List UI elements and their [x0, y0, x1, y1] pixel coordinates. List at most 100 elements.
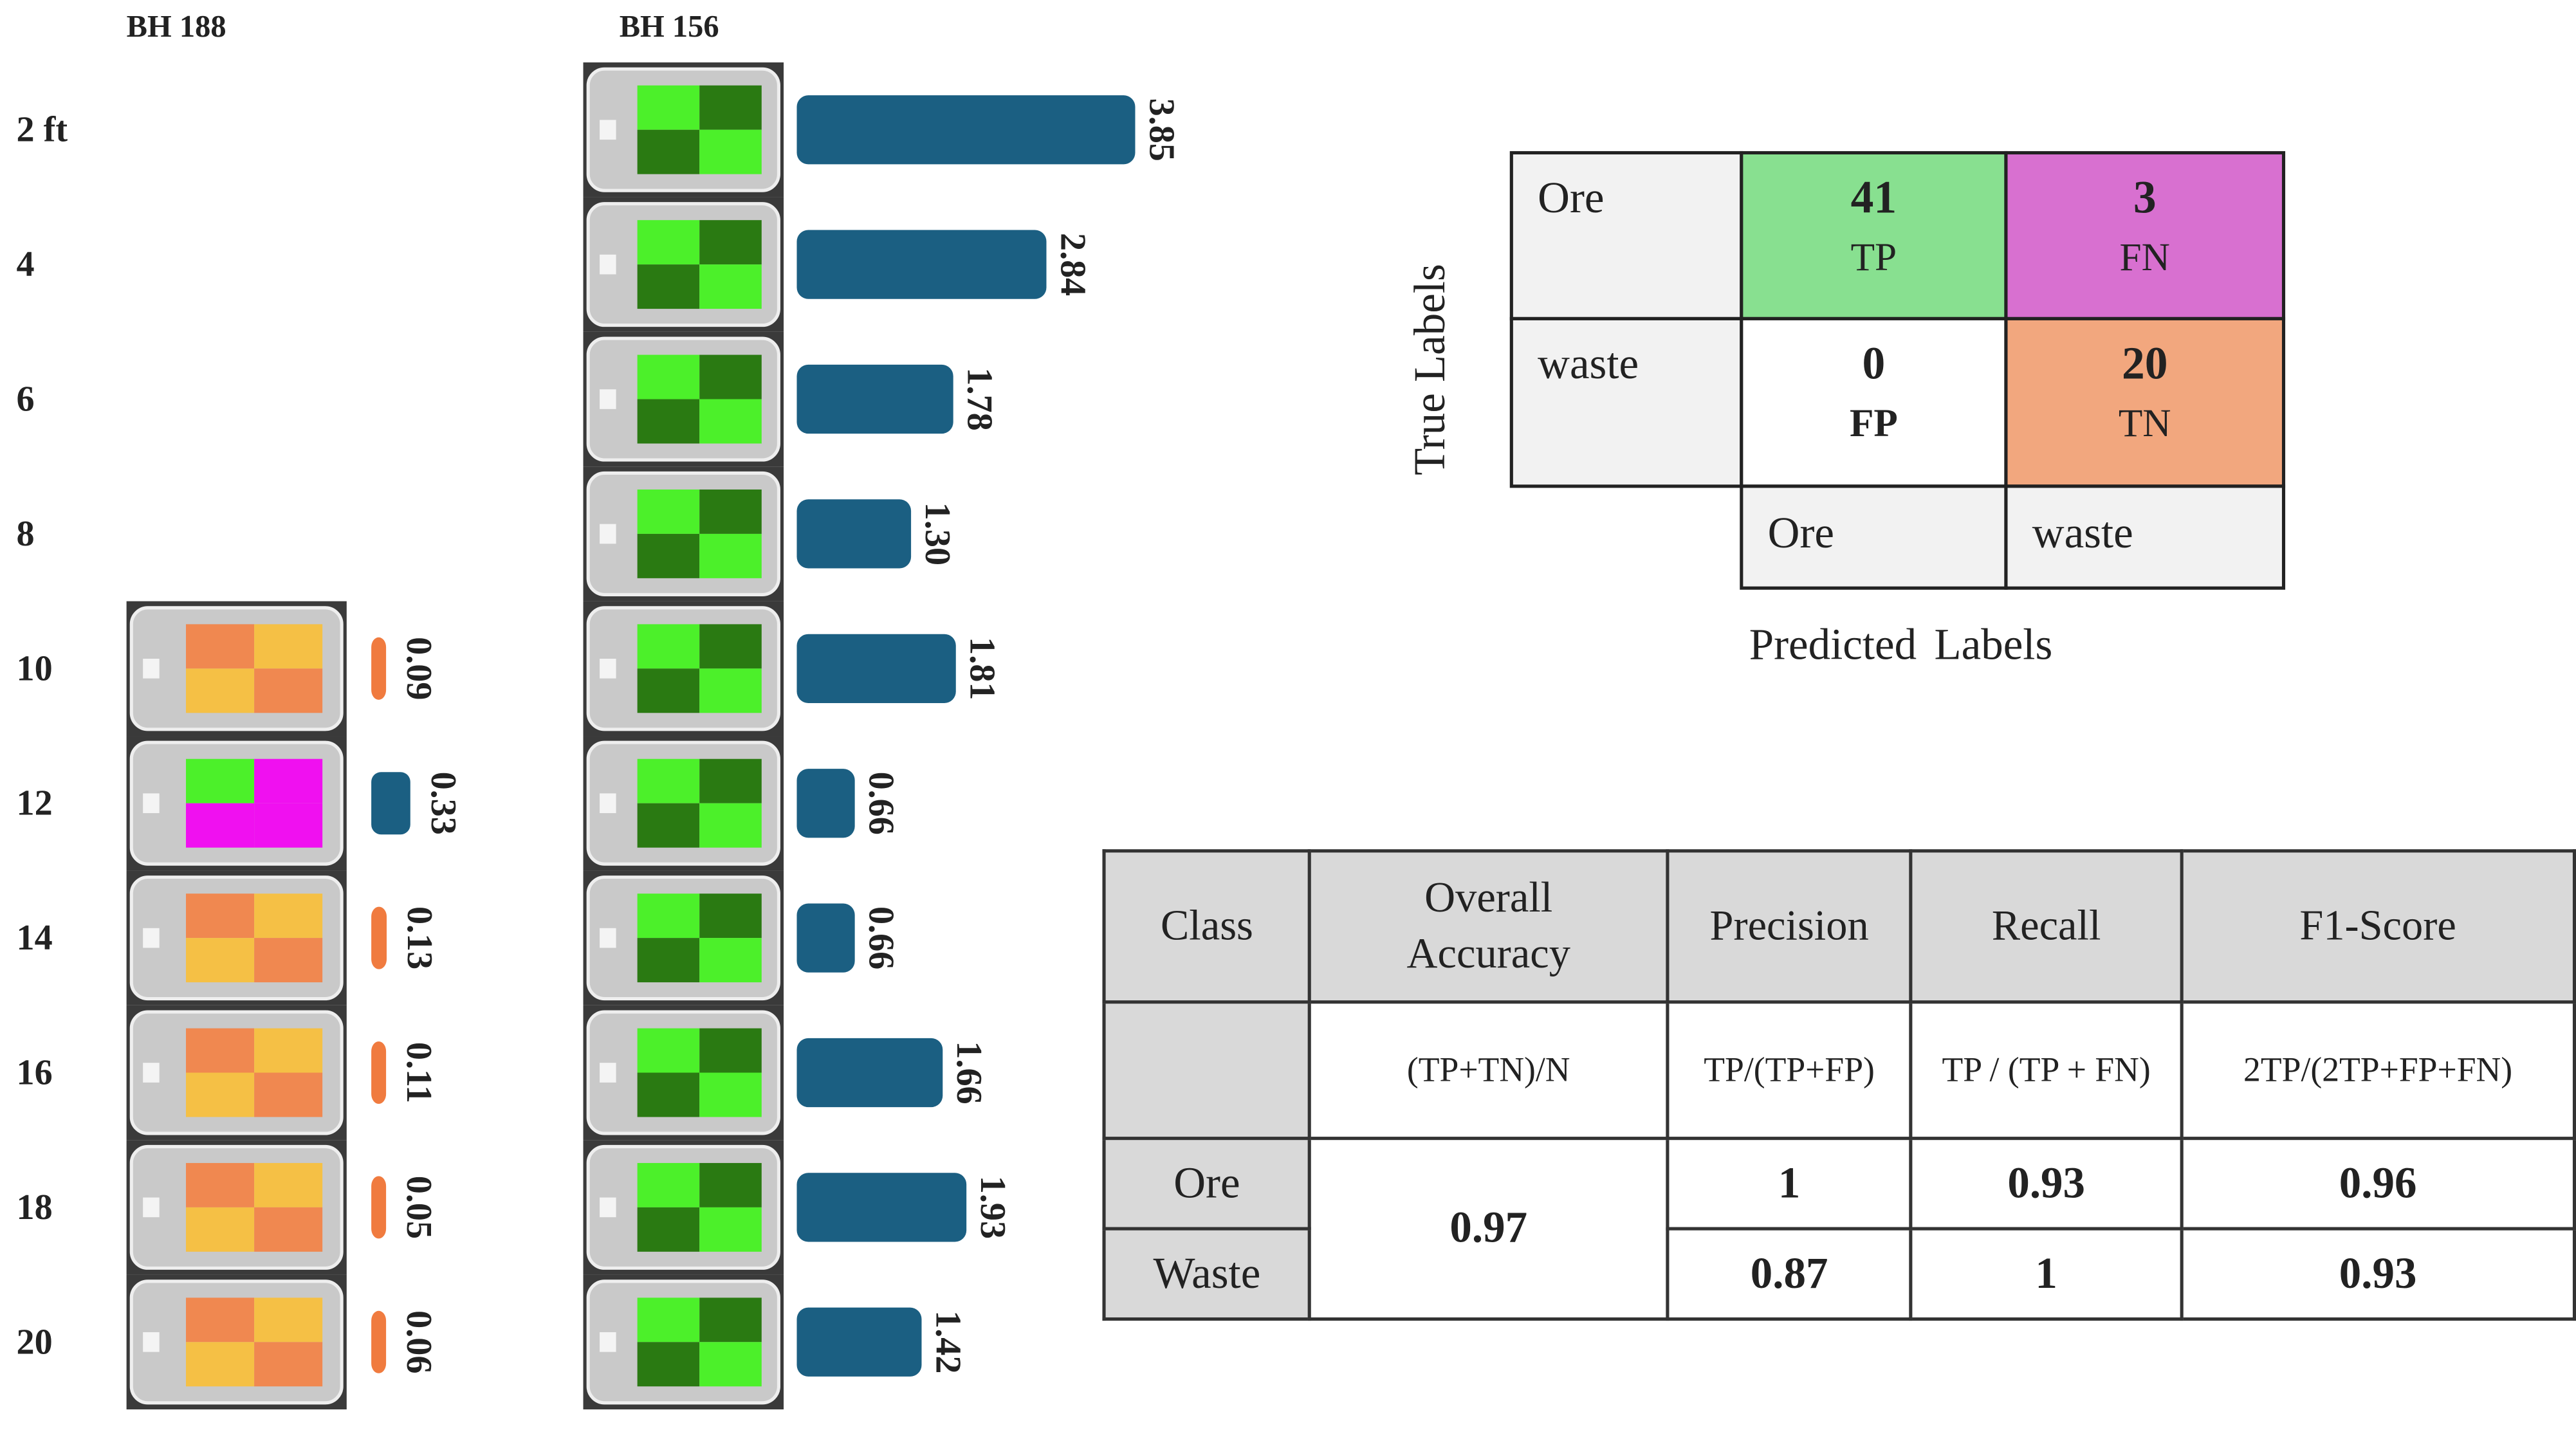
value-label: 0.66: [861, 906, 901, 969]
core-patch: [637, 758, 700, 803]
core-patch: [699, 894, 762, 939]
value-label: 0.06: [399, 1310, 439, 1373]
core-patch: [699, 85, 762, 130]
core-patch: [699, 938, 762, 983]
core-patch: [637, 220, 700, 265]
core-patch: [254, 894, 323, 939]
depth-label: 18: [17, 1187, 53, 1227]
table-row: Ore 0.97 1 0.93 0.96: [1102, 1137, 2576, 1321]
core-patch: [254, 1207, 323, 1252]
core-tag: [600, 658, 616, 679]
core-patch: [699, 533, 762, 578]
row-label: Ore: [1538, 173, 1604, 222]
cell-count: 41: [1851, 172, 1897, 223]
metrics-table: Class Overall Accuracy Precision Recall F1-S…: [1102, 849, 2576, 1321]
metric-cell: 1: [1909, 1227, 2184, 1321]
core-patch: [637, 803, 700, 848]
metric-cell: 1: [1666, 1137, 1913, 1231]
col-label: waste: [2032, 508, 2133, 557]
table-row: (TP+TN)/N TP/(TP+FP) TP / (TP + FN) 2TP/(2T…: [1102, 1000, 2576, 1141]
value-label: 0.66: [861, 772, 901, 835]
core-patch: [254, 758, 323, 803]
core-patch: [637, 489, 700, 534]
core-patch: [254, 1162, 323, 1207]
value-label: 1.42: [928, 1310, 968, 1373]
depth-label: 10: [17, 648, 53, 688]
core-patch: [637, 1072, 700, 1117]
formula-cell: (TP+TN)/N: [1308, 1000, 1670, 1141]
value-label: 1.66: [949, 1041, 989, 1104]
bar: [371, 1041, 387, 1105]
core-patch: [186, 1162, 255, 1207]
core-patch: [699, 399, 762, 444]
core-patch: [186, 668, 255, 713]
core-patch: [254, 668, 323, 713]
cell-tag: TN: [2119, 401, 2171, 445]
value-label: 2.84: [1053, 233, 1092, 296]
core-patch: [699, 1207, 762, 1252]
core-patch: [637, 1297, 700, 1343]
core-patch: [637, 1342, 700, 1387]
core-patch: [637, 1207, 700, 1252]
cell-tag: TP: [1851, 235, 1897, 279]
core-patch: [637, 1162, 700, 1207]
metric-cell: 0.93: [2180, 1227, 2576, 1321]
depth-label: 8: [17, 514, 35, 554]
core-patch: [699, 758, 762, 803]
core-patch: [186, 624, 255, 669]
x-axis-label: Predicted Labels: [1749, 620, 2053, 669]
core-tag: [600, 524, 616, 544]
core-patch: [254, 1072, 323, 1117]
header-cell: Precision: [1666, 849, 1913, 1004]
core-patch: [699, 624, 762, 669]
core-patch: [637, 938, 700, 983]
depth-label: 20: [17, 1322, 53, 1362]
core-patch: [699, 1342, 762, 1387]
core-patch: [699, 1028, 762, 1073]
core-patch: [699, 803, 762, 848]
matrix-cell: [1740, 151, 2008, 320]
core-patch: [254, 1297, 323, 1343]
core-patch: [186, 1297, 255, 1343]
core-patch: [699, 1072, 762, 1117]
core-tag: [143, 658, 160, 679]
bar: [796, 1307, 922, 1377]
bar: [796, 499, 912, 569]
depth-label: 6: [17, 380, 35, 419]
core-patch: [699, 220, 762, 265]
header-cell: Recall: [1909, 849, 2184, 1004]
value-label: 0.11: [399, 1042, 439, 1103]
core-patch: [699, 129, 762, 174]
core-patch: [637, 894, 700, 939]
col-label-cell: [2004, 484, 2286, 590]
value-label: 0.13: [400, 906, 439, 969]
bar: [796, 230, 1047, 299]
core-patch: [699, 1162, 762, 1207]
table-row: Class Overall Accuracy Precision Recall F1-S…: [1102, 849, 2576, 1004]
core-tag: [600, 1332, 616, 1352]
value-label: 1.30: [917, 502, 957, 565]
bar: [371, 1176, 387, 1239]
core-patch: [637, 354, 700, 399]
value-label: 0.09: [399, 637, 439, 700]
matrix-cell: [2004, 316, 2286, 488]
core-tag: [143, 928, 160, 948]
matrix-cell: [1740, 316, 2008, 488]
metric-cell: 0.96: [2180, 1137, 2576, 1231]
core-patch: [699, 1297, 762, 1343]
bar: [796, 95, 1136, 165]
core-tag: [600, 793, 616, 814]
core-patch: [637, 85, 700, 130]
core-patch: [254, 938, 323, 983]
core-tag: [600, 1197, 616, 1218]
matrix-cell: [2004, 151, 2286, 320]
depth-label: 12: [17, 784, 53, 823]
header-cell: F1-Score: [2180, 849, 2576, 1004]
core-tag: [600, 120, 616, 140]
formula-cell: 2TP/(2TP+FP+FN): [2180, 1000, 2576, 1141]
depth-label: 4: [17, 244, 35, 284]
core-patch: [254, 1342, 323, 1387]
depth-label: 16: [17, 1052, 53, 1092]
